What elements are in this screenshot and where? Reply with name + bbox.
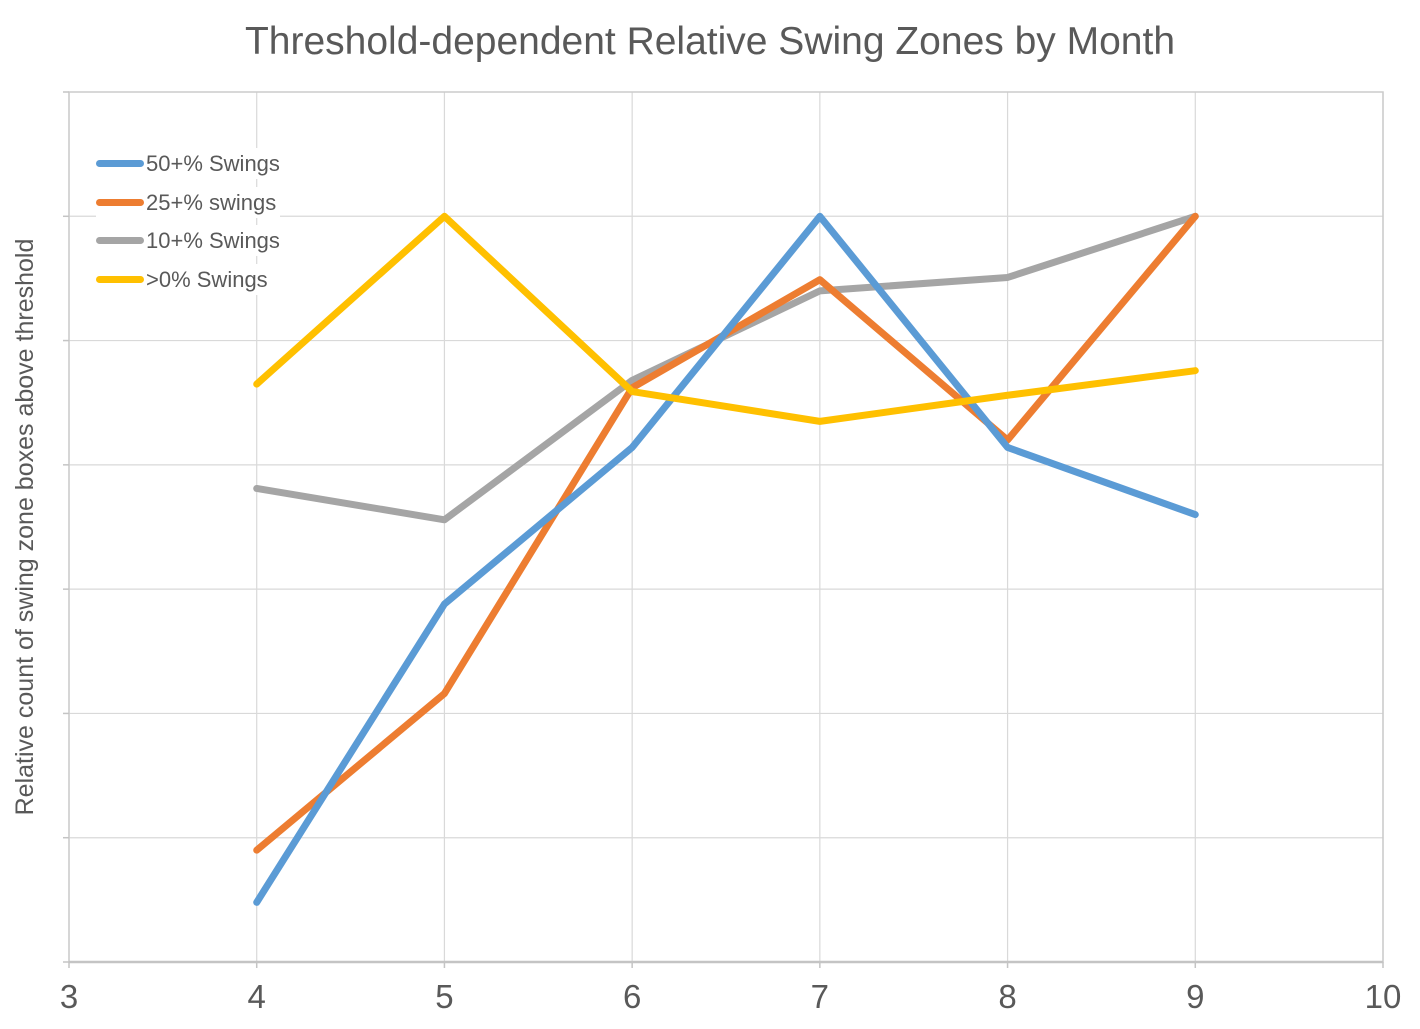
x-axis-label: 4 [247, 978, 266, 1015]
legend-label: 25+% swings [146, 189, 277, 215]
legend-line-marker-icon [96, 275, 144, 283]
x-axis-label: 8 [998, 978, 1017, 1015]
legend-label: 50+% Swings [146, 151, 280, 176]
series-line-50-swings [253, 212, 1199, 906]
legend-line-marker-icon [96, 198, 144, 206]
legend-item-50-swings: 50+% Swings [96, 148, 284, 179]
series-line-0-swings [253, 212, 1199, 425]
x-axis-label: 7 [810, 978, 830, 1015]
x-axis-label: 5 [435, 978, 454, 1015]
legend-label: 10+% Swings [146, 228, 280, 254]
legend-line-marker-icon [96, 160, 144, 167]
legend-item-25-swings: 25+% swings [96, 186, 281, 218]
x-axis-label: 3 [59, 978, 79, 1015]
chart-title: Threshold-dependent Relative Swing Zones… [244, 20, 1176, 63]
x-axis-label: 10 [1364, 978, 1402, 1015]
legend-item-10-swings: 10+% Swings [96, 225, 284, 257]
series-line-25-swings [253, 212, 1199, 854]
x-axis-label: 9 [1186, 978, 1205, 1015]
x-axis-label: 6 [622, 978, 642, 1015]
legend-item-0-swings: >0% Swings [96, 263, 272, 295]
legend-label: >0% Swings [146, 266, 268, 292]
legend-line-marker-icon [96, 237, 144, 245]
